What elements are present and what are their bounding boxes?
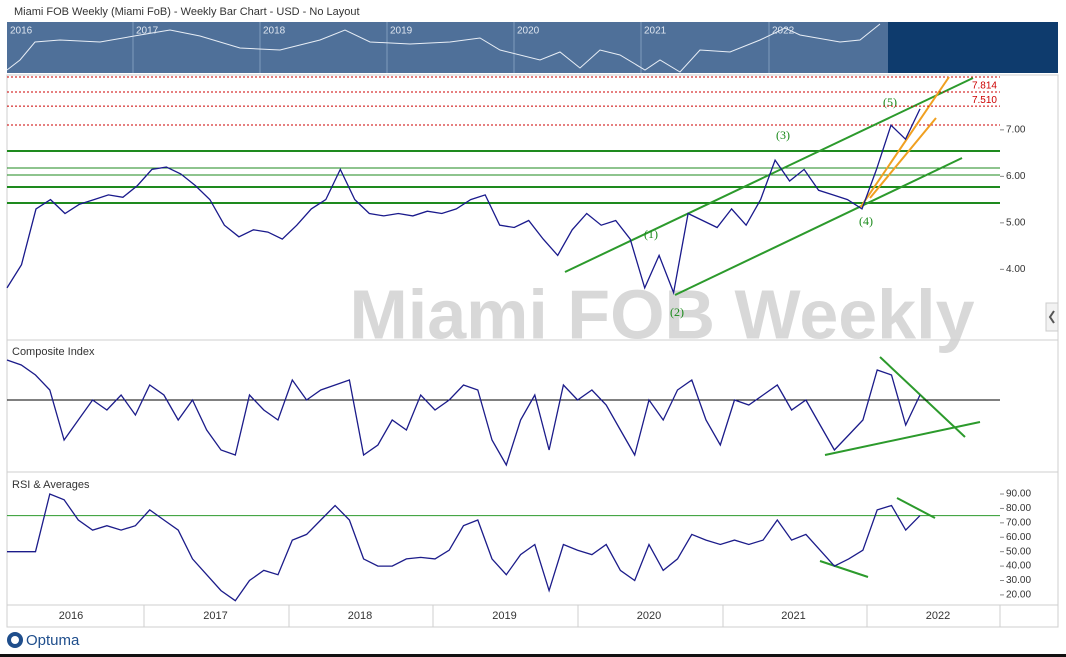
navigator-line [6,23,881,73]
x-tick-label: 2017 [203,610,227,622]
navigator-label: 2022 [772,26,795,37]
panel-frames [6,74,1059,628]
watermark: Miami FOB Weekly [349,275,974,353]
navigator-dividers [132,22,770,73]
x-axis-separators [143,605,1001,627]
wave-label: (5) [883,95,897,109]
chart-title: Miami FOB Weekly (Miami FoB) - Weekly Ba… [14,6,360,18]
navigator-label: 2016 [10,26,33,37]
y-tick-label: 5.00 [1006,217,1026,228]
wave-label: (4) [859,214,873,228]
x-tick-label: 2018 [348,610,372,622]
level-label: 7.510 [972,95,997,106]
wave-label: (3) [776,128,790,142]
collapse-button[interactable] [1045,302,1059,332]
support-lines [7,150,1000,204]
y-tick-label: 50.00 [1006,546,1031,557]
x-tick-label: 2016 [59,610,83,622]
series-line [6,359,921,467]
logo-icon [11,636,19,644]
x-tick-label: 2022 [926,610,950,622]
y-tick-label: 7.00 [1006,125,1026,136]
series-line [7,493,921,602]
logo: Optuma [26,632,80,649]
wave-label: (1) [644,227,658,241]
x-tick-label: 2020 [637,610,661,622]
panel-title: RSI & Averages [12,479,90,491]
y-tick-label: 6.00 [1006,171,1026,182]
wave-label: (2) [670,305,684,319]
y-tick-label: 30.00 [1006,575,1031,586]
panel-title: Composite Index [12,346,95,358]
series-line [6,108,921,295]
bottom-border [0,654,1066,657]
navigator-window[interactable] [888,22,1058,73]
y-tick-label: 60.00 [1006,532,1031,543]
y-tick-label: 4.00 [1006,264,1026,275]
navigator-label: 2020 [517,26,540,37]
chevron-icon [1048,310,1055,324]
y-tick-label: 70.00 [1006,517,1031,528]
level-lines [7,76,1000,126]
x-tick-label: 2019 [492,610,516,622]
y-tick-label: 20.00 [1006,590,1031,601]
y-tick-label: 40.00 [1006,561,1031,572]
y-tick-label: 80.00 [1006,503,1031,514]
x-tick-label: 2021 [781,610,805,622]
y-tick-label: 90.00 [1006,489,1031,500]
level-label: 7.814 [972,81,997,92]
navigator-label: 2019 [390,26,413,37]
fan-lines [859,76,950,209]
navigator-label: 2021 [644,26,667,37]
navigator-label: 2017 [136,26,159,37]
navigator-label: 2018 [263,26,286,37]
